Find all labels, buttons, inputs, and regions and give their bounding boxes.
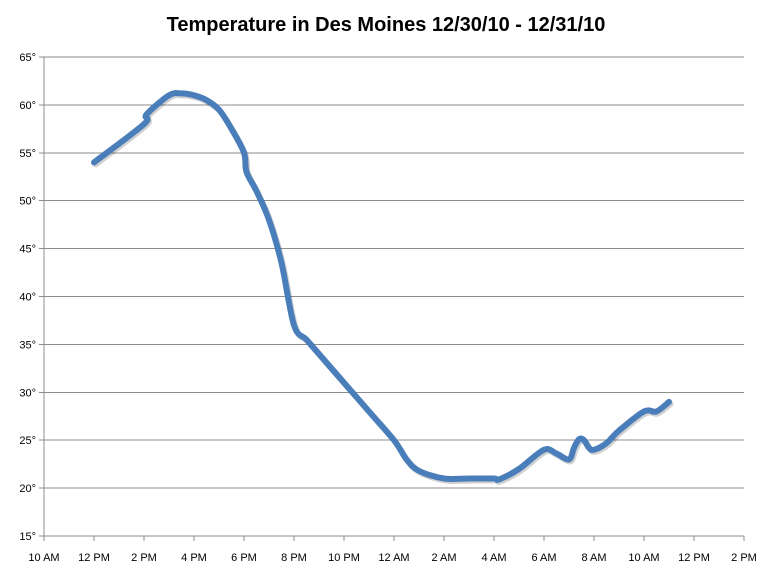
data-point xyxy=(94,162,95,163)
data-point xyxy=(469,478,470,479)
data-point xyxy=(606,443,607,444)
x-tick-label: 2 PM xyxy=(131,552,157,564)
y-tick-label: 45° xyxy=(19,244,36,256)
data-point xyxy=(281,262,282,263)
y-tick-label: 15° xyxy=(19,531,36,543)
x-tick-label: 4 AM xyxy=(481,552,506,564)
data-point xyxy=(206,100,207,101)
data-point xyxy=(544,449,545,450)
data-point xyxy=(246,171,247,172)
x-tick-label: 12 PM xyxy=(78,552,110,564)
x-tick-label: 2 PM xyxy=(731,552,757,564)
data-point xyxy=(444,478,445,479)
data-point xyxy=(574,447,575,448)
data-point xyxy=(194,95,195,96)
x-tick-label: 6 AM xyxy=(531,552,556,564)
data-point xyxy=(589,447,590,448)
data-point xyxy=(669,401,670,402)
data-point xyxy=(144,124,145,125)
chart-title: Temperature in Des Moines 12/30/10 - 12/… xyxy=(166,14,606,36)
y-tick-label: 35° xyxy=(19,339,36,351)
data-point xyxy=(231,128,232,129)
data-point xyxy=(499,479,500,480)
data-point xyxy=(584,440,585,441)
y-tick-label: 30° xyxy=(19,387,36,399)
x-tick-label: 10 PM xyxy=(328,552,360,564)
data-point xyxy=(319,353,320,354)
y-tick-label: 60° xyxy=(19,100,36,112)
data-point xyxy=(256,191,257,192)
data-point xyxy=(556,453,557,454)
temperature-line xyxy=(91,90,672,483)
y-tick-label: 55° xyxy=(19,148,36,160)
data-point xyxy=(344,382,345,383)
data-point xyxy=(306,339,307,340)
x-tick-label: 10 AM xyxy=(28,552,59,564)
data-point xyxy=(294,325,295,326)
data-point xyxy=(644,411,645,412)
x-tick-label: 6 PM xyxy=(231,552,257,564)
y-tick-label: 25° xyxy=(19,435,36,447)
data-point xyxy=(244,152,245,153)
x-tick-label: 4 PM xyxy=(181,552,207,564)
data-point xyxy=(394,440,395,441)
x-tick-label: 8 PM xyxy=(281,552,307,564)
data-point xyxy=(656,411,657,412)
y-tick-label: 20° xyxy=(19,483,36,495)
data-point xyxy=(169,95,170,96)
y-tick-label: 65° xyxy=(19,52,36,64)
y-tick-label: 40° xyxy=(19,292,36,304)
data-point xyxy=(594,449,595,450)
data-point xyxy=(419,470,420,471)
x-tick-label: 2 AM xyxy=(431,552,456,564)
data-point xyxy=(406,459,407,460)
x-tick-label: 8 AM xyxy=(581,552,606,564)
data-point xyxy=(269,219,270,220)
data-point xyxy=(579,439,580,440)
data-point xyxy=(181,93,182,94)
x-tick-label: 12 AM xyxy=(378,552,409,564)
x-tick-label: 12 PM xyxy=(678,552,710,564)
data-point xyxy=(219,109,220,110)
data-point xyxy=(494,478,495,479)
data-point xyxy=(146,114,147,115)
y-tick-label: 50° xyxy=(19,196,36,208)
x-tick-label: 10 AM xyxy=(628,552,659,564)
data-point xyxy=(619,430,620,431)
data-point xyxy=(569,459,570,460)
data-point xyxy=(369,411,370,412)
data-point xyxy=(519,468,520,469)
